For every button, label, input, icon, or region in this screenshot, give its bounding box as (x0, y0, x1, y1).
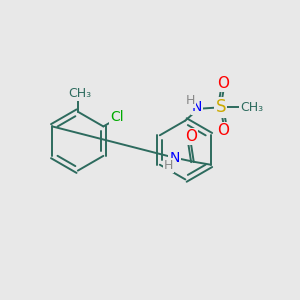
Text: CH₃: CH₃ (69, 87, 92, 100)
Text: S: S (215, 98, 226, 116)
Text: N: N (169, 151, 180, 165)
Text: N: N (192, 100, 202, 114)
Text: O: O (218, 76, 230, 91)
Text: H: H (186, 94, 195, 107)
Text: O: O (218, 123, 230, 138)
Text: Cl: Cl (111, 110, 124, 124)
Text: H: H (164, 159, 173, 172)
Text: CH₃: CH₃ (240, 101, 263, 114)
Text: O: O (185, 129, 197, 144)
